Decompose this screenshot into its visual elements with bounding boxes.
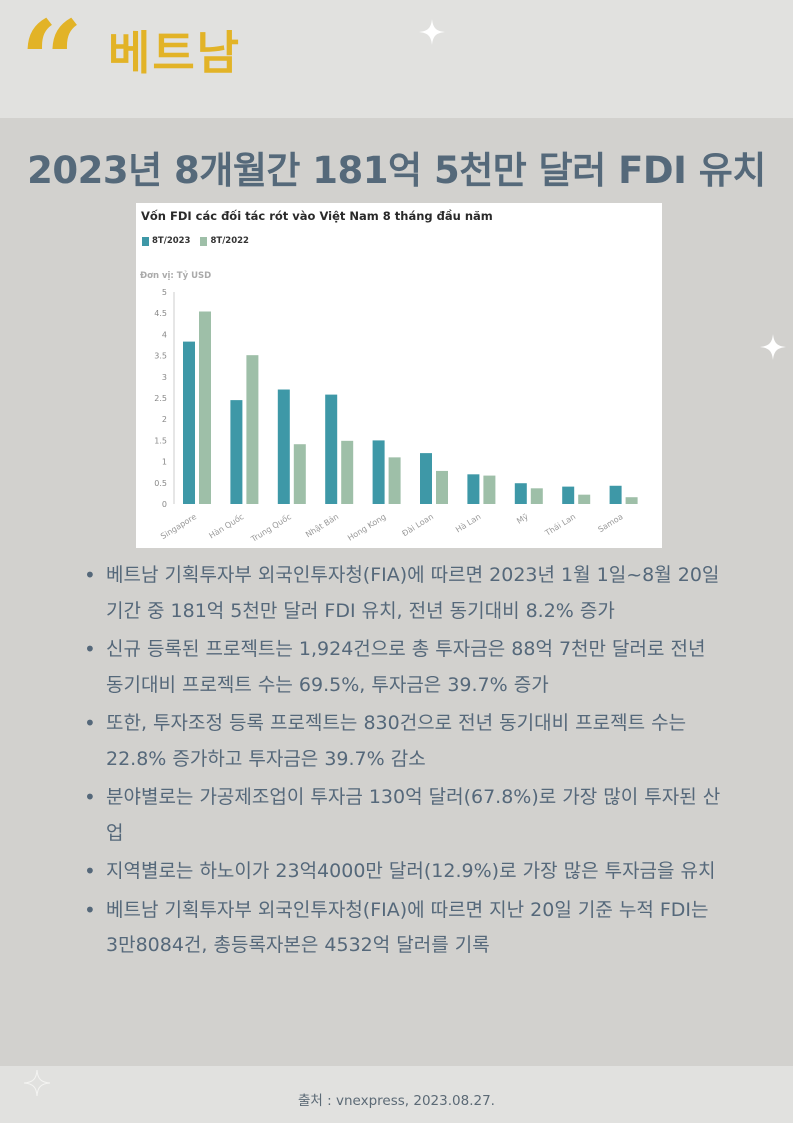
legend-swatch — [142, 236, 149, 246]
bullet-dot: • — [84, 785, 96, 809]
y-tick-label: 0 — [162, 500, 167, 509]
bullet-item: • 지역별로는 하노이가 23억4000만 달러(12.9%)로 가장 많은 투자… — [84, 854, 724, 890]
bullet-dot: • — [84, 897, 96, 922]
bar — [277, 389, 290, 504]
brand-title: 베트남 — [108, 26, 241, 80]
bar-chart: 0 0.5 1 1.5 2 2.5 3 3.5 4 4.5 5 Singapore Hàn Quốc Tr… — [154, 288, 638, 544]
bullet-dot: • — [84, 859, 96, 883]
chart-panel: 0 0.5 1 1.5 2 2.5 3 3.5 4 4.5 5 Singapore Hàn Quốc Tr… — [136, 203, 662, 548]
page-headline: 2023년 8개월간 181억 5천만 달러 FDI 유치 — [27, 149, 766, 192]
x-tick-label: Hàn Quốc — [207, 511, 246, 540]
x-tick-label: Samoa — [597, 512, 625, 534]
bullet-text: 신규 등록된 프로젝트는 1,924건으로 총 투자금은 88억 7천만 달러로… — [106, 638, 706, 696]
bar — [230, 400, 243, 504]
bar — [341, 440, 354, 504]
bar — [483, 475, 496, 504]
bullet-list: • 베트남 기획투자부 외국인투자청(FIA)에 따르면 2023년 1월 1일~… — [84, 558, 724, 967]
y-tick-label: 4 — [162, 330, 167, 339]
bullet-item: • 베트남 기획투자부 외국인투자청(FIA)에 따르면 2023년 1월 1일~… — [84, 558, 724, 629]
source-citation: 출처 : vnexpress, 2023.08.27. — [298, 1093, 495, 1109]
y-tick-label: 1 — [162, 458, 167, 467]
bar — [372, 440, 385, 504]
bullet-item: • 분야별로는 가공제조업이 투자금 130억 달러(67.8%)로 가장 많이 … — [84, 780, 724, 851]
bar — [625, 497, 638, 504]
legend-item: 8T/2022 — [200, 236, 249, 246]
bullet-dot: • — [84, 711, 96, 735]
x-tick-label: Thái Lan — [543, 512, 578, 538]
y-tick-label: 3.5 — [154, 352, 167, 361]
sparkle-icon — [419, 19, 445, 48]
quote-icon: “ — [20, 0, 83, 125]
bullet-text: 베트남 기획투자부 외국인투자청(FIA)에 따르면 2023년 1월 1일~8… — [106, 564, 720, 622]
x-tick-label: Trung Quốc — [248, 511, 293, 544]
y-tick-label: 2.5 — [154, 394, 167, 403]
bullet-text: 베트남 기획투자부 외국인투자청(FIA)에 따르면 지난 20일 기준 누적 … — [106, 898, 709, 957]
chart-title: Vốn FDI các đối tác rót vào Việt Nam 8 t… — [141, 209, 493, 223]
bullet-item: • 신규 등록된 프로젝트는 1,924건으로 총 투자금은 88억 7천만 달러… — [84, 632, 724, 703]
bar — [436, 470, 448, 504]
x-tick-label: Mỹ — [515, 512, 530, 526]
bar — [467, 474, 480, 504]
x-tick-label: Nhật Bản — [303, 511, 340, 540]
y-tick-label: 5 — [162, 288, 167, 297]
bullet-text: 또한, 투자조정 등록 프로젝트는 830건으로 전년 동기대비 프로젝트 수는… — [106, 712, 687, 770]
x-tick-label: Hà Lan — [454, 512, 482, 534]
bullet-text: 분야별로는 가공제조업이 투자금 130억 달러(67.8%)로 가장 많이 투… — [106, 786, 721, 844]
bullet-dot: • — [84, 637, 96, 661]
legend-label: 8T/2023 — [152, 236, 191, 246]
legend-swatch — [200, 236, 208, 246]
bullet-dot: • — [84, 563, 96, 587]
bar — [578, 494, 591, 504]
bar — [562, 486, 575, 504]
bar — [199, 311, 211, 504]
footer-band — [0, 1066, 793, 1123]
bar — [388, 457, 401, 504]
bar — [530, 488, 543, 504]
x-tick-label: Hong Kong — [346, 512, 388, 543]
y-tick-label: 4.5 — [154, 309, 167, 318]
bar — [183, 341, 195, 504]
bar — [325, 394, 338, 504]
y-tick-label: 1.5 — [154, 436, 167, 445]
sparkle-icon — [760, 334, 786, 363]
x-tick-label: Đài Loan — [401, 512, 436, 538]
y-tick-label: 3 — [162, 373, 167, 382]
sparkle-icon — [23, 1069, 51, 1099]
y-tick-label: 0.5 — [154, 479, 167, 488]
bullet-item: • 또한, 투자조정 등록 프로젝트는 830건으로 전년 동기대비 프로젝트 수… — [84, 706, 724, 777]
bullet-item: • 베트남 기획투자부 외국인투자청(FIA)에 따르면 지난 20일 기준 누적… — [84, 893, 724, 964]
legend-label: 8T/2022 — [210, 236, 249, 246]
bar — [246, 355, 259, 504]
x-tick-label: Singapore — [159, 512, 198, 541]
chart-unit-label: Đơn vị: Tỷ USD — [140, 271, 212, 281]
header-band — [0, 0, 793, 118]
legend-item: 8T/2023 — [142, 236, 190, 246]
bar — [514, 483, 527, 504]
bar — [420, 453, 432, 504]
y-tick-label: 2 — [162, 415, 167, 424]
bar — [293, 444, 306, 504]
chart-legend: 8T/2023 8T/2022 — [142, 236, 249, 246]
bar — [609, 485, 622, 504]
bullet-text: 지역별로는 하노이가 23억4000만 달러(12.9%)로 가장 많은 투자금… — [106, 860, 716, 882]
